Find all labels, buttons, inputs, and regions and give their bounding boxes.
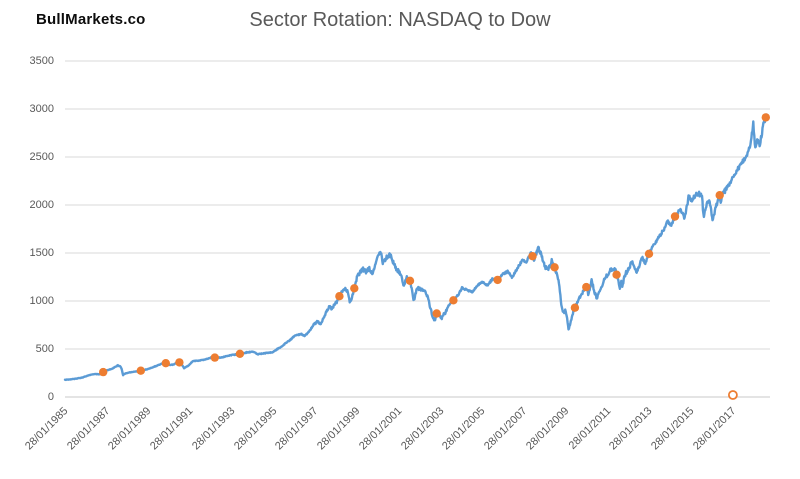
rotation-marker xyxy=(432,309,441,318)
rotation-marker xyxy=(175,358,184,367)
rotation-marker xyxy=(670,212,680,221)
y-axis-label: 2000 xyxy=(29,198,54,211)
open-marker xyxy=(728,390,738,400)
rotation-marker xyxy=(715,191,724,200)
rotation-marker xyxy=(550,263,559,272)
rotation-marker xyxy=(582,282,591,292)
rotation-marker xyxy=(493,275,502,285)
rotation-marker xyxy=(644,249,654,258)
brand-logo: BullMarkets.co xyxy=(36,11,146,28)
rotation-marker xyxy=(210,353,219,362)
y-axis-label: 1500 xyxy=(29,246,54,259)
y-axis-label: 3500 xyxy=(29,54,54,67)
rotation-marker xyxy=(570,303,580,312)
rotation-marker xyxy=(405,276,415,285)
rotation-marker xyxy=(161,359,170,368)
rotation-marker xyxy=(99,367,108,377)
rotation-marker xyxy=(350,284,359,293)
rotation-marker xyxy=(528,252,537,261)
y-axis-label: 500 xyxy=(35,342,54,355)
rotation-marker xyxy=(761,113,770,122)
y-axis-label: 0 xyxy=(47,390,54,403)
y-axis-label: 1000 xyxy=(29,294,54,307)
rotation-marker xyxy=(612,270,621,279)
price-line xyxy=(63,113,769,382)
rotation-marker xyxy=(335,292,344,301)
rotation-marker xyxy=(136,366,145,375)
y-axis-label: 2500 xyxy=(29,150,54,163)
chart-title: Sector Rotation: NASDAQ to Dow xyxy=(249,9,551,31)
y-axis-label: 3000 xyxy=(29,102,54,115)
rotation-marker xyxy=(235,349,245,358)
rotation-marker xyxy=(449,296,458,305)
